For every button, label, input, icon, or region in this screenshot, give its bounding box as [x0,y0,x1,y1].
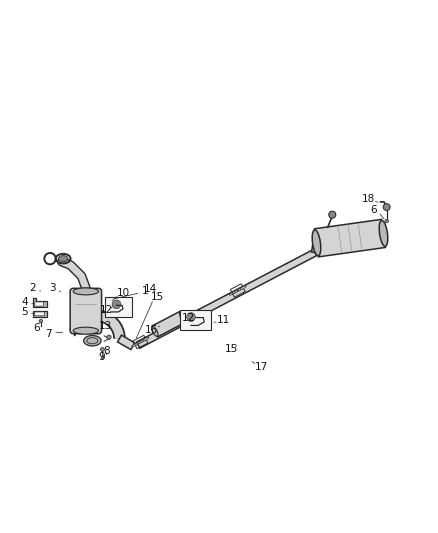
Ellipse shape [143,337,149,341]
FancyBboxPatch shape [35,302,43,306]
Text: 5: 5 [21,307,28,317]
Text: 10: 10 [117,288,131,298]
Polygon shape [74,328,76,335]
Polygon shape [137,249,317,348]
Text: 8: 8 [103,346,110,356]
Ellipse shape [73,327,99,334]
Text: 11: 11 [217,315,230,325]
FancyBboxPatch shape [180,310,211,330]
Polygon shape [33,311,46,317]
Polygon shape [314,220,385,257]
Text: 12: 12 [100,305,113,315]
Ellipse shape [180,312,186,322]
Ellipse shape [73,288,99,295]
Text: 4: 4 [21,297,28,308]
Text: 15: 15 [151,292,165,302]
Text: 7: 7 [46,329,52,339]
Text: 3: 3 [49,284,56,293]
Ellipse shape [232,290,238,294]
Ellipse shape [132,343,138,346]
Text: 1: 1 [141,286,148,295]
Ellipse shape [102,357,104,359]
Ellipse shape [137,340,144,344]
Polygon shape [311,243,320,253]
Ellipse shape [84,335,101,346]
Text: 18: 18 [362,194,375,204]
Text: 17: 17 [255,362,268,372]
Circle shape [187,313,195,321]
Text: 2: 2 [29,284,36,293]
Ellipse shape [58,256,68,262]
Ellipse shape [312,230,321,256]
Circle shape [112,300,121,309]
Ellipse shape [140,339,146,342]
Circle shape [39,319,42,323]
Circle shape [385,220,389,223]
Ellipse shape [229,292,236,295]
FancyBboxPatch shape [35,312,44,316]
Text: 14: 14 [143,284,157,294]
Polygon shape [33,298,46,306]
Ellipse shape [134,342,141,345]
Text: 15: 15 [225,344,238,354]
Circle shape [107,335,111,340]
Text: 6: 6 [371,205,377,215]
Ellipse shape [379,221,388,246]
FancyBboxPatch shape [70,288,102,334]
Polygon shape [117,335,135,350]
Ellipse shape [240,286,246,289]
Ellipse shape [152,326,158,336]
Text: 13: 13 [99,321,112,332]
Ellipse shape [235,289,241,292]
Text: 9: 9 [99,352,105,362]
FancyBboxPatch shape [105,297,132,317]
Ellipse shape [100,348,104,351]
Text: 16: 16 [145,325,158,335]
Ellipse shape [237,287,244,291]
Circle shape [383,204,390,211]
Text: 6: 6 [33,322,40,333]
Circle shape [329,211,336,218]
Text: 12: 12 [182,312,195,322]
Polygon shape [152,311,186,337]
